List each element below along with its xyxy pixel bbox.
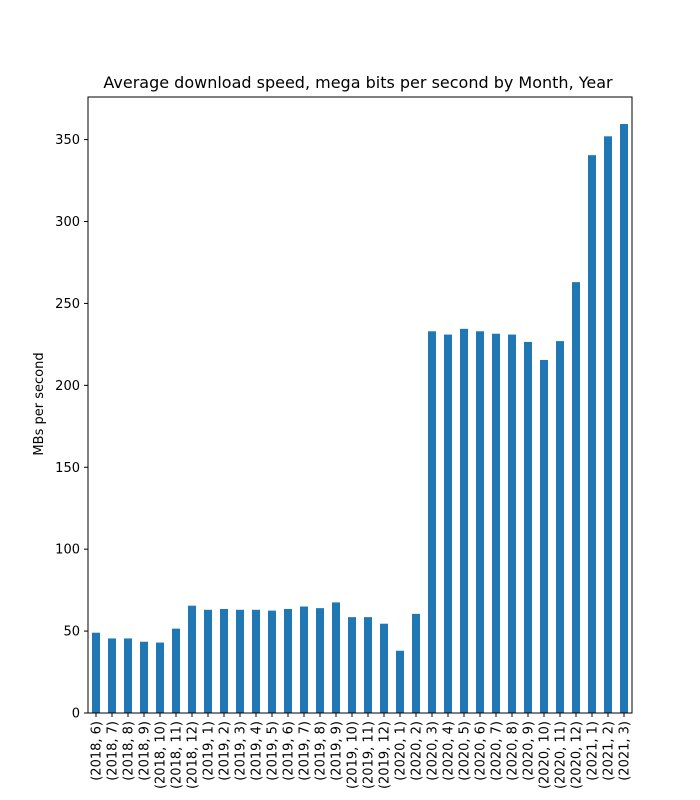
x-tick-label: (2020, 3) [426,721,441,781]
x-tick-label: (2018, 10) [154,721,169,789]
x-tick-label: (2021, 3) [618,721,633,781]
y-tick-label: 300 [55,215,80,230]
bar [92,632,100,713]
bar [316,608,324,713]
bar [460,328,468,713]
y-tick-label: 350 [55,133,80,148]
y-tick-label: 100 [55,543,80,558]
bar [492,333,500,713]
bar [508,334,516,713]
bar [220,608,228,713]
bar [348,617,356,713]
x-tick-label: (2019, 8) [314,721,329,781]
bar [172,628,180,713]
x-tick-label: (2018, 11) [170,721,185,789]
x-tick-label: (2018, 9) [138,721,153,781]
x-tick-label: (2019, 11) [362,721,377,789]
x-tick-label: (2020, 9) [522,721,537,781]
y-tick-label: 50 [63,625,80,640]
bar [252,609,260,713]
bar [380,623,388,713]
bar [188,605,196,713]
x-tick-label: (2019, 12) [378,721,393,789]
x-tick-label: (2020, 5) [458,721,473,781]
bar [204,609,212,713]
x-tick-label: (2019, 1) [202,721,217,781]
bar [236,609,244,713]
bar [156,642,164,713]
x-tick-label: (2018, 6) [90,721,105,781]
x-tick-label: (2019, 5) [266,721,281,781]
bar [428,331,436,713]
x-tick-label: (2020, 1) [394,721,409,781]
x-tick-label: (2019, 7) [298,721,313,781]
bar [556,341,564,713]
bar [332,602,340,713]
y-tick-label: 150 [55,461,80,476]
x-tick-label: (2018, 12) [186,721,201,789]
bar [572,282,580,713]
x-tick-label: (2019, 3) [234,721,249,781]
bar [300,606,308,713]
y-tick-label: 0 [72,707,80,722]
y-tick-label: 200 [55,379,80,394]
bar [364,617,372,713]
bar [524,341,532,713]
x-tick-label: (2020, 6) [474,721,489,781]
x-tick-label: (2020, 4) [442,721,457,781]
x-tick-label: (2019, 6) [282,721,297,781]
x-tick-label: (2021, 2) [602,721,617,781]
bar [476,331,484,713]
bar [412,613,420,713]
x-tick-label: (2018, 8) [122,721,137,781]
x-tick-label: (2019, 10) [346,721,361,789]
bar [396,650,404,713]
bar [268,610,276,713]
y-tick-label: 250 [55,297,80,312]
x-tick-label: (2020, 8) [506,721,521,781]
axes-frame [87,96,633,714]
y-axis-title: MBs per second [32,352,47,455]
bar [124,638,132,713]
x-tick-label: (2018, 7) [106,721,121,781]
bar [620,124,628,713]
x-tick-label: (2019, 2) [218,721,233,781]
bar [540,359,548,713]
x-tick-label: (2021, 1) [586,721,601,781]
bar [140,641,148,713]
bar [108,638,116,713]
bar [284,608,292,713]
bar [588,155,596,713]
bar [604,136,612,713]
x-tick-label: (2020, 11) [554,721,569,789]
x-tick-label: (2019, 9) [330,721,345,781]
x-tick-label: (2020, 12) [570,721,585,789]
chart-title: Average download speed, mega bits per se… [103,73,613,92]
bar [444,334,452,713]
x-tick-label: (2020, 2) [410,721,425,781]
x-tick-label: (2020, 7) [490,721,505,781]
x-tick-label: (2020, 10) [538,721,553,789]
x-tick-label: (2019, 4) [250,721,265,781]
